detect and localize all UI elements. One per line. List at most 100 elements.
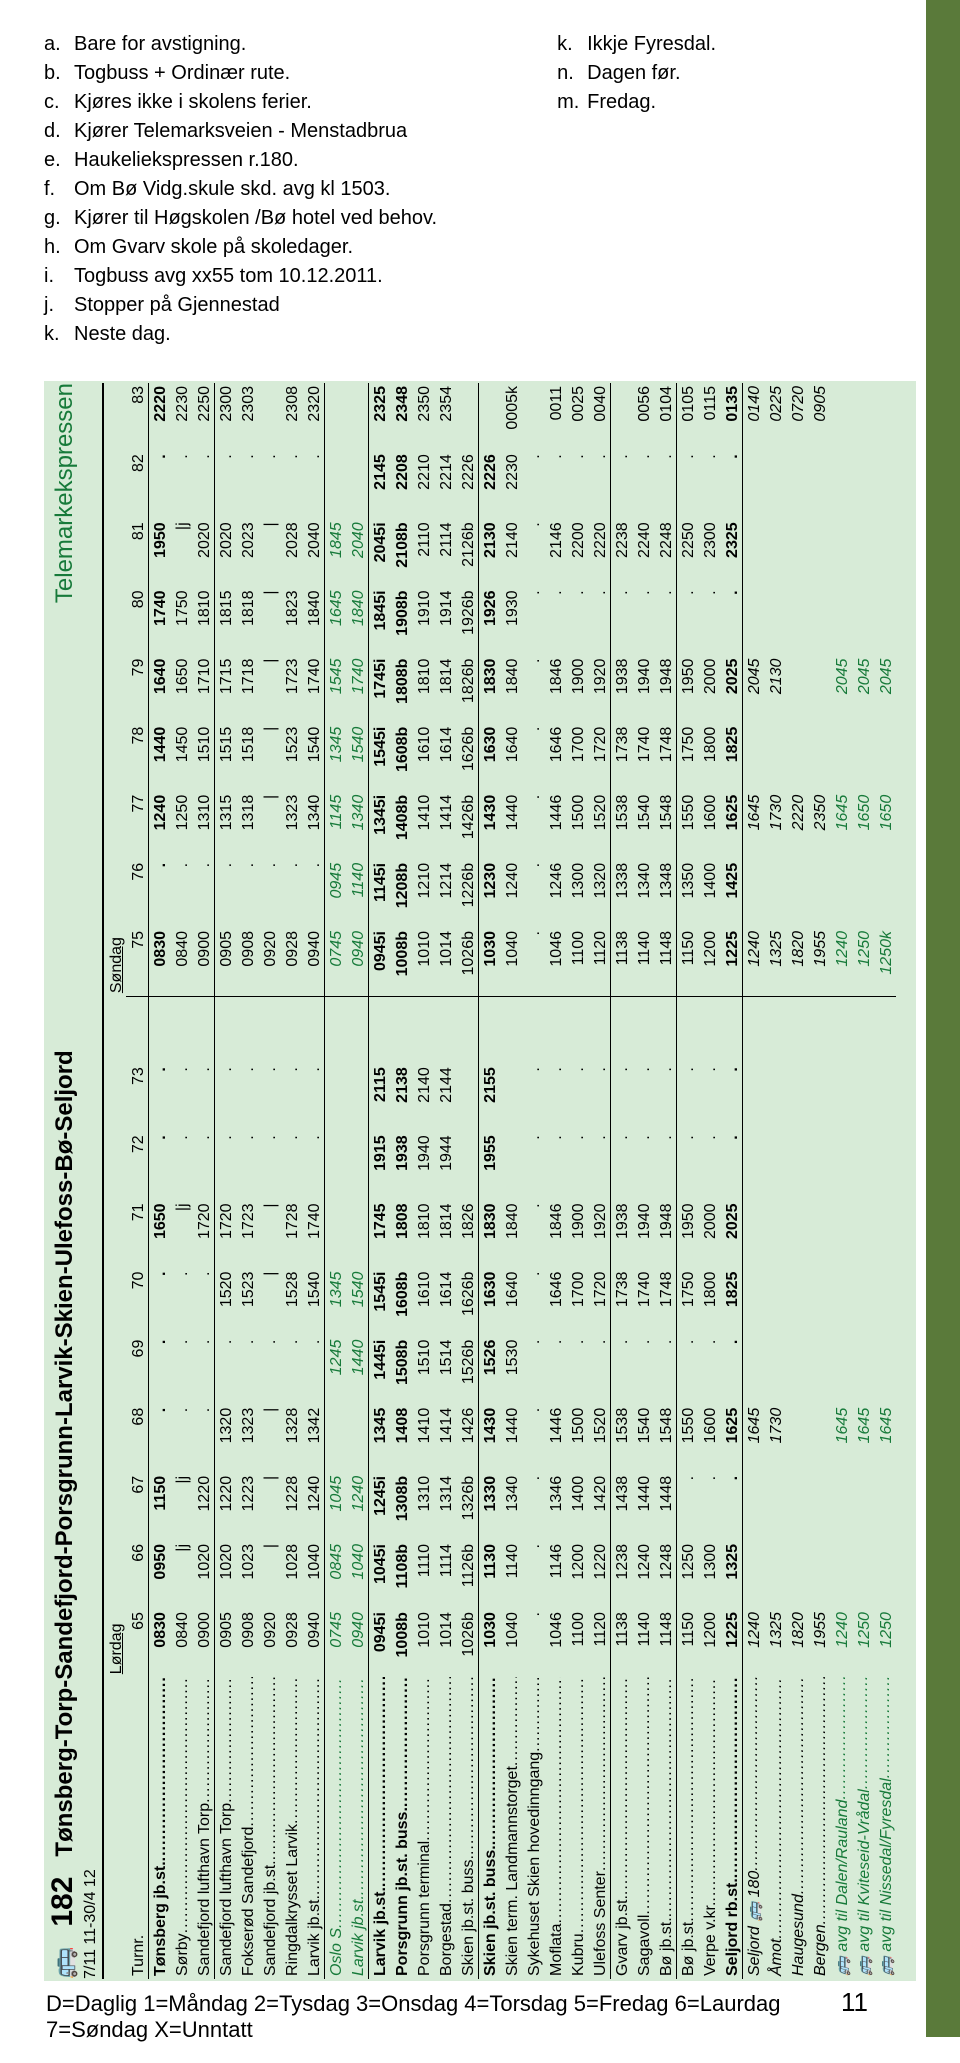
- time-cell: [324, 451, 346, 519]
- time-cell: 1240: [830, 1609, 852, 1677]
- time-cell: [148, 996, 170, 1064]
- time-cell: [808, 656, 830, 724]
- time-cell: 1830: [478, 1200, 500, 1268]
- time-cell: 1150: [676, 1609, 698, 1677]
- time-cell: 1108b: [390, 1541, 412, 1609]
- time-cell: 1040: [500, 928, 522, 996]
- time-cell: .: [676, 451, 698, 519]
- time-cell: 1308b: [390, 1473, 412, 1541]
- time-cell: [346, 383, 368, 451]
- time-cell: 2220: [588, 519, 610, 587]
- time-cell: .: [544, 587, 566, 655]
- time-cell: 1550: [676, 1405, 698, 1473]
- time-cell: .: [522, 1609, 544, 1677]
- time-cell: 1030: [478, 928, 500, 996]
- time-cell: 2040: [346, 519, 368, 587]
- time-cell: [742, 724, 764, 792]
- time-cell: 1320: [214, 1405, 236, 1473]
- time-cell: 1300: [566, 860, 588, 928]
- time-cell: 1738: [610, 1269, 632, 1337]
- time-cell: 1548: [654, 1405, 676, 1473]
- time-cell: .: [192, 1269, 214, 1337]
- stop-name: Seljord 🚌 180: [742, 1677, 764, 1979]
- time-cell: .: [280, 1337, 302, 1405]
- time-cell: 0830: [148, 928, 170, 996]
- time-cell: .: [632, 1132, 654, 1200]
- time-cell: 1650: [874, 792, 896, 860]
- time-cell: .: [522, 860, 544, 928]
- time-cell: [830, 724, 852, 792]
- time-cell: 1426b: [456, 792, 478, 860]
- time-cell: .: [654, 587, 676, 655]
- time-cell: [874, 860, 896, 928]
- time-cell: .: [698, 587, 720, 655]
- time-cell: [764, 996, 786, 1064]
- time-cell: [808, 1473, 830, 1541]
- time-cell: 1540: [302, 1269, 324, 1337]
- time-cell: [456, 1132, 478, 1200]
- time-cell: .: [522, 792, 544, 860]
- time-cell: [522, 996, 544, 1064]
- time-cell: 1340: [500, 1473, 522, 1541]
- time-cell: 2230: [500, 451, 522, 519]
- time-cell: 2308: [280, 383, 302, 451]
- time-cell: .: [170, 860, 192, 928]
- time-cell: [852, 860, 874, 928]
- time-cell: 0025: [566, 383, 588, 451]
- time-cell: 1440: [500, 1405, 522, 1473]
- time-cell: .: [522, 1541, 544, 1609]
- time-cell: 1440: [346, 1337, 368, 1405]
- time-cell: 1826: [456, 1200, 478, 1268]
- time-cell: 1138: [610, 928, 632, 996]
- time-cell: [764, 587, 786, 655]
- stop-name: Fokserød Sandefjord: [236, 1677, 258, 1979]
- time-cell: [192, 996, 214, 1064]
- time-cell: [742, 587, 764, 655]
- time-cell: 1630: [478, 1269, 500, 1337]
- time-cell: .: [522, 1337, 544, 1405]
- time-cell: 1440: [500, 792, 522, 860]
- time-cell: 0845: [324, 1541, 346, 1609]
- time-cell: [742, 860, 764, 928]
- time-cell: 1740: [302, 1200, 324, 1268]
- time-cell: 1245: [324, 1337, 346, 1405]
- time-cell: 1950: [148, 519, 170, 587]
- time-cell: 0011: [544, 383, 566, 451]
- bus-icon: 🚌: [48, 1947, 79, 1979]
- time-cell: 1250: [852, 1609, 874, 1677]
- time-cell: .: [632, 587, 654, 655]
- time-cell: 1938: [390, 1132, 412, 1200]
- time-cell: 0905: [214, 928, 236, 996]
- time-cell: 1414: [434, 1405, 456, 1473]
- time-cell: 1310: [412, 1473, 434, 1541]
- time-cell: [874, 1132, 896, 1200]
- time-cell: [456, 996, 478, 1064]
- time-cell: |: [258, 587, 280, 655]
- time-cell: 1240: [500, 860, 522, 928]
- time-cell: 1140: [500, 1541, 522, 1609]
- time-cell: .: [522, 1473, 544, 1541]
- time-cell: [764, 1541, 786, 1609]
- time-cell: [874, 519, 896, 587]
- time-cell: .: [522, 587, 544, 655]
- time-cell: 1220: [192, 1473, 214, 1541]
- footer: D=Daglig 1=Måndag 2=Tysdag 3=Onsdag 4=To…: [44, 1987, 870, 2043]
- time-cell: 1940: [412, 1132, 434, 1200]
- time-cell: 1408b: [390, 792, 412, 860]
- time-cell: 1908b: [390, 587, 412, 655]
- time-cell: .: [522, 1269, 544, 1337]
- time-cell: [324, 1132, 346, 1200]
- time-cell: 1545: [324, 656, 346, 724]
- time-cell: 1345i: [368, 792, 390, 860]
- time-cell: 1740: [632, 1269, 654, 1337]
- time-cell: 1720: [214, 1200, 236, 1268]
- time-cell: [852, 587, 874, 655]
- time-cell: 1323: [280, 792, 302, 860]
- time-cell: 2238: [610, 519, 632, 587]
- time-cell: [786, 1541, 808, 1609]
- time-cell: [302, 996, 324, 1064]
- time-cell: 1040: [346, 1541, 368, 1609]
- time-cell: .: [170, 1337, 192, 1405]
- time-cell: [742, 1541, 764, 1609]
- time-cell: [808, 587, 830, 655]
